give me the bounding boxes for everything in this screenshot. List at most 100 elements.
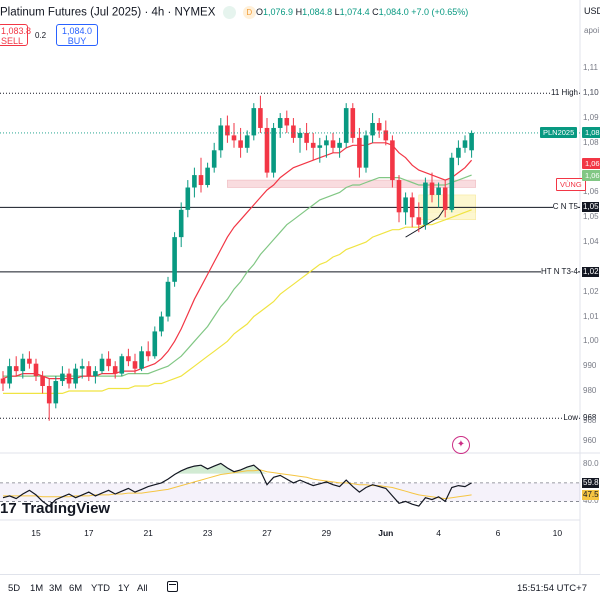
close-value: 1,084.0 +7.0 (+0.65%)	[378, 7, 469, 17]
price-tick-7: 1,02	[583, 286, 599, 296]
candle-body-1	[7, 366, 12, 384]
range-1m-button[interactable]: 1M	[30, 583, 44, 594]
candle-body-29	[192, 175, 197, 188]
price-tick-8: 1,01	[583, 311, 599, 321]
open-key: O	[256, 7, 264, 17]
candle-body-31	[205, 167, 210, 186]
candle-body-50	[330, 140, 336, 148]
candle-body-66	[436, 187, 441, 195]
price-tick-13: 960	[583, 435, 597, 445]
symbol-title-text: Platinum Futures (Jul 2025) · 4h · NYMEX	[0, 6, 216, 19]
candle-body-11	[73, 368, 78, 384]
time-tick-3: 23	[202, 528, 213, 538]
rsi-tick-0: 80.0	[583, 459, 599, 469]
price-tick-9: 1,00	[583, 336, 599, 346]
time-tick-2: 21	[143, 528, 153, 538]
price-tick-12: 968	[583, 415, 597, 425]
candle-body-45	[297, 132, 303, 138]
candle-body-37	[244, 135, 250, 148]
sell-button[interactable]: 1,083.8 SELL	[0, 24, 31, 46]
ema-mid-tag: 1,06	[582, 170, 600, 182]
rsi-value-tag: 59.8	[582, 477, 599, 488]
candle-body-20	[132, 361, 138, 369]
clock-readout[interactable]: 15:51:54 UTC+7	[517, 583, 587, 594]
candle-body-32	[211, 150, 217, 168]
candle-body-71	[469, 132, 474, 151]
candle-body-59	[390, 140, 395, 181]
price-tick-1: 1,10	[583, 88, 599, 98]
candle-body-64	[423, 182, 428, 225]
candle-body-58	[383, 130, 389, 141]
chart-header: Platinum Futures (Jul 2025) · 4h · NYMEX…	[0, 0, 580, 56]
delayed-data-icon[interactable]: D	[242, 6, 256, 19]
candle-body-26	[172, 237, 177, 282]
candle-body-42	[277, 118, 283, 128]
sparkle-icon[interactable]: ✦	[452, 436, 470, 454]
candle-body-70	[462, 140, 468, 148]
candle-body-28	[185, 187, 191, 210]
candle-body-36	[238, 140, 243, 148]
candle-body-6	[40, 376, 45, 387]
rsi-overbought-fill	[3, 463, 472, 474]
open-value: 1,076.9	[263, 7, 294, 17]
trendline-lower	[405, 216, 439, 238]
candle-body-40	[264, 127, 270, 173]
candle-body-3	[20, 358, 26, 372]
tradingview-wordmark: TradingView	[22, 500, 111, 517]
range-1y-button[interactable]: 1Y	[118, 583, 130, 594]
candle-body-19	[126, 356, 131, 362]
level-label-2: HT N T3-4	[540, 266, 578, 277]
rsi-band	[0, 482, 580, 502]
currency-label[interactable]: USD	[584, 6, 600, 16]
range-ytd-button[interactable]: YTD	[91, 583, 110, 594]
ema-mid-line	[3, 174, 472, 377]
candle-body-48	[317, 145, 323, 148]
candle-body-7	[46, 386, 52, 404]
candle-body-10	[66, 373, 72, 384]
candle-body-24	[159, 316, 164, 332]
candle-body-34	[225, 125, 230, 136]
candle-body-65	[429, 182, 435, 195]
range-5d-button[interactable]: 5D	[8, 583, 21, 594]
level-tag-3: 968	[582, 413, 597, 424]
time-tick-8: 6	[495, 528, 501, 538]
spread-value: 0.2	[35, 31, 47, 40]
level-label-1: C N T5	[552, 202, 578, 213]
bottom-toolbar: 5D 1M 3M 6M YTD 1Y All 15:51:54 UTC+7	[0, 574, 600, 601]
candle-body-69	[456, 147, 461, 158]
level-label-0: 11 High	[551, 88, 578, 99]
candle-body-17	[112, 366, 118, 374]
range-all-button[interactable]: All	[137, 583, 148, 594]
candle-body-25	[165, 281, 171, 317]
last-price-tag: 1,08	[582, 126, 600, 138]
candle-body-0	[0, 378, 6, 384]
candle-body-9	[60, 373, 65, 382]
level-tag-1: 1,05	[582, 202, 599, 213]
symbol-title[interactable]: Platinum Futures (Jul 2025) · 4h · NYMEX…	[0, 6, 256, 19]
candle-body-8	[53, 381, 59, 404]
candle-body-23	[152, 331, 158, 357]
candle-body-4	[27, 358, 32, 364]
price-tick-11: 980	[583, 385, 597, 395]
candle-body-57	[376, 122, 382, 131]
calendar-icon[interactable]	[167, 581, 178, 592]
time-tick-0: 15	[31, 528, 41, 538]
candle-body-67	[442, 187, 448, 210]
rsi-tick-1: 40.0	[583, 496, 599, 506]
buy-button[interactable]: 1,084.0 BUY	[56, 24, 98, 46]
ema-slow-line	[3, 209, 472, 394]
candle-body-61	[403, 197, 408, 213]
candle-body-39	[258, 108, 263, 128]
close-key: C	[372, 7, 379, 17]
candle-body-53	[350, 108, 356, 138]
zone-rect-0	[227, 179, 476, 188]
candle-body-38	[251, 108, 257, 136]
range-3m-button[interactable]: 3M	[49, 583, 63, 594]
range-6m-button[interactable]: 6M	[69, 583, 83, 594]
chart-canvas[interactable]	[0, 0, 600, 574]
price-tick-4: 1,06	[583, 187, 599, 197]
candle-body-54	[357, 137, 362, 168]
rsi-ma-tag: 47.5	[582, 489, 599, 500]
market-open-icon	[222, 6, 236, 19]
candle-body-52	[343, 108, 349, 143]
